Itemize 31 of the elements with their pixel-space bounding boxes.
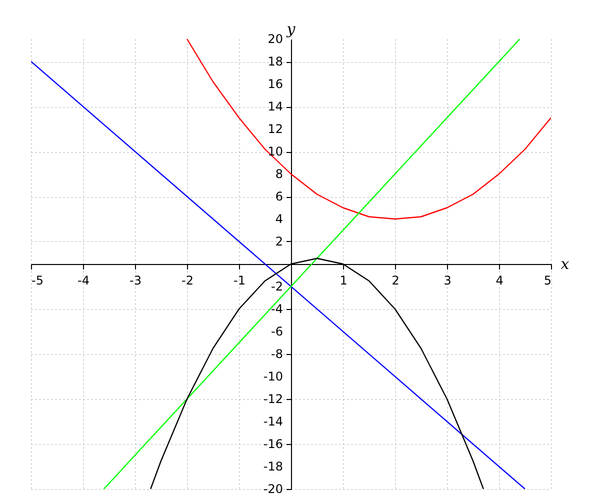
y-tick-label: 6 bbox=[275, 190, 283, 204]
x-tick-label: -5 bbox=[32, 274, 44, 288]
y-tick-label: 8 bbox=[275, 167, 283, 181]
x-tick-label: 5 bbox=[544, 274, 552, 288]
y-tick-label: -16 bbox=[263, 437, 283, 451]
y-tick-label: -8 bbox=[271, 347, 283, 361]
y-tick-label: -18 bbox=[263, 460, 283, 474]
x-tick-label: 3 bbox=[444, 274, 452, 288]
y-tick-label: -6 bbox=[271, 324, 283, 338]
x-tick-label: -3 bbox=[130, 274, 142, 288]
x-tick-label: 1 bbox=[340, 274, 348, 288]
x-tick-label: -4 bbox=[78, 274, 90, 288]
x-tick-label: 2 bbox=[392, 274, 400, 288]
y-tick-label: -12 bbox=[263, 392, 283, 406]
y-tick-label: 18 bbox=[268, 54, 283, 68]
y-axis-title: y bbox=[286, 20, 296, 38]
y-tick-label: 20 bbox=[268, 32, 283, 46]
x-tick-label: -1 bbox=[234, 274, 246, 288]
y-tick-label: -14 bbox=[263, 414, 283, 428]
y-tick-label: 12 bbox=[268, 122, 283, 136]
y-tick-label: 4 bbox=[275, 212, 283, 226]
y-tick-label: 2 bbox=[275, 234, 283, 248]
y-tick-label: -20 bbox=[263, 482, 283, 496]
y-tick-label: 14 bbox=[268, 100, 283, 114]
y-tick-label: -4 bbox=[271, 302, 283, 316]
x-tick-label: -2 bbox=[182, 274, 194, 288]
y-tick-label: 16 bbox=[268, 77, 283, 91]
y-tick-label: 10 bbox=[268, 144, 283, 158]
x-axis-title: x bbox=[560, 255, 570, 273]
x-tick-label: 4 bbox=[496, 274, 504, 288]
y-tick-label: -10 bbox=[263, 370, 283, 384]
